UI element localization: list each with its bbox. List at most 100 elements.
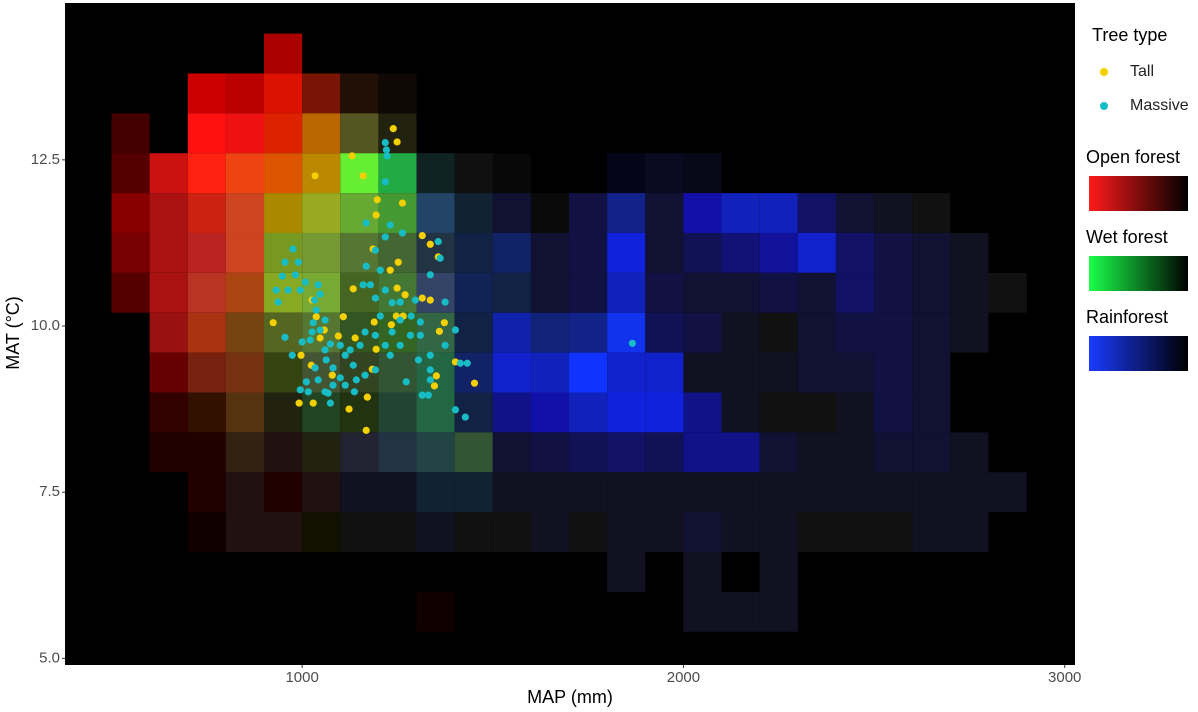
point bbox=[451, 326, 460, 334]
tile bbox=[835, 193, 875, 233]
tile bbox=[759, 352, 798, 393]
tile bbox=[645, 512, 684, 553]
point bbox=[345, 405, 353, 413]
tile bbox=[454, 472, 493, 513]
x-tick-label: 2000 bbox=[667, 669, 700, 686]
point bbox=[329, 381, 337, 389]
point bbox=[321, 316, 329, 324]
tile bbox=[225, 392, 265, 433]
point bbox=[396, 298, 404, 306]
tile bbox=[302, 73, 341, 114]
tile bbox=[950, 432, 989, 473]
tile bbox=[302, 113, 341, 154]
tile bbox=[187, 193, 226, 233]
tile bbox=[264, 392, 303, 433]
tile bbox=[187, 73, 226, 114]
point bbox=[314, 376, 322, 384]
tile bbox=[683, 153, 722, 194]
tile bbox=[302, 432, 341, 473]
legend-title: Tree type bbox=[1092, 25, 1167, 45]
point bbox=[426, 271, 434, 279]
tile bbox=[645, 272, 684, 313]
tile bbox=[874, 512, 913, 553]
point bbox=[274, 298, 282, 306]
tile bbox=[874, 352, 913, 393]
point bbox=[441, 341, 449, 349]
point bbox=[440, 319, 448, 327]
tile bbox=[416, 392, 455, 433]
tile bbox=[340, 272, 379, 313]
y-tick-label: 12.5 bbox=[31, 151, 60, 168]
tile bbox=[645, 312, 684, 353]
point bbox=[296, 286, 304, 294]
point bbox=[393, 284, 401, 292]
tile bbox=[721, 312, 760, 353]
point bbox=[441, 298, 449, 306]
tile bbox=[645, 232, 684, 273]
point bbox=[386, 266, 394, 274]
point bbox=[371, 246, 379, 254]
tile bbox=[607, 272, 646, 313]
tile bbox=[340, 512, 379, 553]
tile bbox=[912, 432, 951, 473]
tile bbox=[492, 472, 531, 513]
tile bbox=[607, 512, 646, 553]
point bbox=[396, 316, 404, 324]
point bbox=[416, 318, 424, 326]
point bbox=[388, 328, 396, 336]
tile bbox=[149, 193, 188, 233]
point bbox=[436, 254, 444, 262]
tile bbox=[416, 153, 455, 194]
point bbox=[329, 364, 337, 372]
point bbox=[362, 219, 370, 227]
tile bbox=[492, 232, 531, 273]
tile bbox=[149, 432, 188, 473]
tile bbox=[607, 312, 646, 353]
tile bbox=[149, 232, 188, 273]
point bbox=[376, 312, 384, 320]
legend-marker bbox=[1100, 68, 1108, 76]
color-bar bbox=[1089, 256, 1188, 291]
tile bbox=[264, 153, 303, 194]
tile bbox=[683, 193, 722, 233]
tile bbox=[416, 512, 455, 553]
tile bbox=[683, 591, 722, 632]
tile bbox=[645, 153, 684, 194]
tile bbox=[492, 193, 531, 233]
tile bbox=[912, 472, 951, 513]
point bbox=[424, 391, 432, 399]
point bbox=[298, 338, 306, 346]
point bbox=[322, 356, 330, 364]
tile bbox=[225, 153, 265, 194]
tile bbox=[721, 232, 760, 273]
tile bbox=[187, 472, 226, 513]
tile bbox=[683, 392, 722, 433]
tile bbox=[645, 392, 684, 433]
point bbox=[349, 285, 357, 293]
tile bbox=[912, 193, 951, 233]
point bbox=[272, 286, 280, 294]
tile bbox=[759, 552, 798, 592]
tile bbox=[378, 352, 417, 393]
tile bbox=[378, 432, 417, 473]
point bbox=[310, 296, 318, 304]
tile bbox=[988, 272, 1027, 313]
point bbox=[371, 366, 379, 374]
y-tick-label: 10.0 bbox=[31, 317, 60, 334]
point bbox=[430, 382, 439, 390]
tile bbox=[530, 232, 570, 273]
point bbox=[316, 334, 324, 342]
legend-label: Massive bbox=[1130, 97, 1189, 114]
tile bbox=[340, 232, 379, 273]
point bbox=[396, 341, 404, 349]
tile bbox=[569, 352, 608, 393]
tile bbox=[378, 73, 417, 114]
tile bbox=[645, 472, 684, 513]
tile bbox=[454, 272, 493, 313]
tile bbox=[187, 352, 226, 393]
tile bbox=[340, 113, 379, 154]
tile bbox=[187, 153, 226, 194]
tile bbox=[950, 512, 989, 553]
point bbox=[383, 152, 391, 160]
point bbox=[435, 327, 444, 335]
